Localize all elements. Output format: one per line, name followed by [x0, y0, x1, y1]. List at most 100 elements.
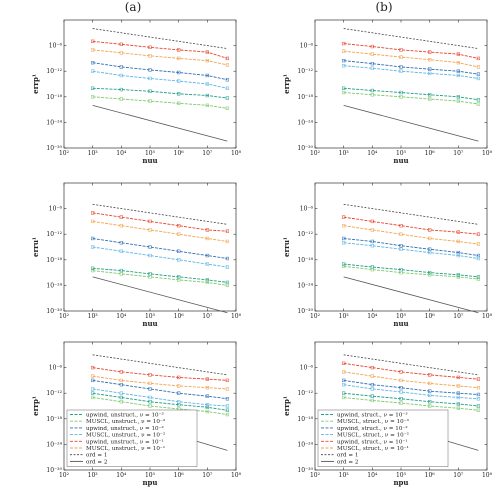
series-upwind_1e3-line	[93, 268, 228, 282]
series-ord1-line	[93, 204, 228, 224]
series-muscl_1e1-line	[344, 372, 479, 388]
legend-label: ord = 1	[86, 453, 107, 459]
legend-label: upwind, struct., ν = 10⁻¹	[337, 438, 408, 445]
series-muscl_1e2-line	[93, 71, 228, 88]
y-tick-label: 10⁻¹⁸	[46, 94, 62, 101]
data-point-upwind_1e3	[477, 405, 480, 408]
data-point-upwind_1e3	[226, 97, 229, 100]
y-tick-label: 10⁻³⁰	[297, 145, 313, 152]
x-tick-label: 10⁷	[453, 313, 464, 320]
x-tick-label: 10³	[339, 150, 350, 157]
y-tick-label: 10⁻¹²	[46, 231, 62, 238]
y-tick-label: 10⁻⁶	[300, 206, 314, 213]
y-tick-label: 10⁻¹⁸	[46, 257, 62, 264]
series-muscl_1e3-line	[344, 266, 479, 279]
y-axis-label: errp¹	[282, 396, 291, 416]
legend-label: MUSCL, struct., ν = 10⁻³	[337, 418, 409, 425]
x-axis-label: nuu	[142, 319, 157, 328]
y-tick-label: 10⁻²⁴	[297, 282, 313, 289]
x-axis-label: npu	[393, 478, 408, 487]
series-upwind_1e3-line	[344, 264, 479, 277]
x-tick-label: 10³	[88, 150, 99, 157]
x-tick-label: 10⁴	[367, 150, 378, 157]
series-ord1-line	[344, 29, 479, 49]
y-tick-label: 10⁻¹²	[297, 390, 313, 397]
data-point-muscl_1e2	[477, 77, 480, 80]
series-muscl_1e1-line	[344, 51, 479, 67]
y-tick-label: 10⁻¹⁸	[297, 257, 313, 264]
y-tick-label: 10⁻³⁰	[297, 308, 313, 315]
y-tick-label: 10⁻⁶	[49, 43, 63, 50]
y-axis-label: erru¹	[31, 237, 40, 257]
panel-top-right: 10² 10³ 10⁴ 10⁵ 10⁶ 10⁷ 10⁸10⁻³⁰10⁻²⁴10⁻¹⁸10⁻¹…	[282, 20, 493, 165]
column-label-a: (a)	[125, 0, 142, 14]
panel-top-left: 10² 10³ 10⁴ 10⁵ 10⁶ 10⁷ 10⁸10⁻³⁰10⁻²⁴10⁻¹⁸10⁻¹…	[31, 20, 242, 165]
y-tick-label: 10⁻³⁰	[46, 467, 62, 474]
y-axis-label: erru¹	[282, 237, 291, 257]
panels: 10² 10³ 10⁴ 10⁵ 10⁶ 10⁷ 10⁸10⁻³⁰10⁻²⁴10⁻¹⁸10⁻¹…	[31, 20, 493, 487]
y-tick-label: 10⁻²⁴	[297, 119, 313, 126]
series-ord1-line	[93, 29, 228, 49]
x-tick-label: 10⁷	[202, 472, 213, 479]
data-point-muscl_1e1	[226, 388, 229, 391]
y-tick-label: 10⁻²⁴	[46, 119, 62, 126]
legend-label: MUSCL, unstruct., ν = 10⁻¹	[86, 445, 165, 452]
series-upwind_1e1-line	[93, 41, 228, 58]
x-tick-label: 10⁴	[116, 150, 127, 157]
x-tick-label: 10⁸	[482, 313, 493, 320]
x-tick-label: 10⁴	[367, 313, 378, 320]
y-tick-label: 10⁻²⁴	[46, 441, 62, 448]
x-tick-label: 10³	[339, 472, 350, 479]
y-tick-label: 10⁻³⁰	[297, 467, 313, 474]
legend-label: upwind, unstruct., ν = 10⁻¹	[86, 438, 164, 445]
legend-label: MUSCL, unstruct., ν = 10⁻³	[86, 418, 165, 425]
legend-label: ord = 1	[337, 453, 358, 459]
legend-label: upwind, unstruct., ν = 10⁻²	[86, 425, 164, 432]
x-tick-label: 10³	[88, 472, 99, 479]
y-tick-label: 10⁻¹²	[46, 68, 62, 75]
y-tick-label: 10⁻³⁰	[46, 145, 62, 152]
x-tick-label: 10⁸	[482, 150, 493, 157]
series-upwind_1e1-line	[93, 368, 228, 381]
series-ord2-line	[93, 105, 228, 141]
series-muscl_1e1-line	[93, 376, 228, 389]
legend-label: upwind, struct., ν = 10⁻²	[337, 425, 408, 432]
y-tick-label: 10⁻¹²	[297, 68, 313, 75]
x-tick-label: 10⁶	[174, 150, 185, 157]
plot-frame	[64, 20, 236, 148]
y-tick-label: 10⁻²⁴	[297, 441, 313, 448]
legend-label: upwind, unstruct., ν = 10⁻³	[86, 412, 164, 419]
series-upwind_1e3-line	[93, 88, 228, 98]
series-ord1-line	[93, 355, 228, 375]
x-tick-label: 10³	[339, 313, 350, 320]
x-tick-label: 10⁸	[231, 150, 242, 157]
y-tick-label: 10⁻¹²	[46, 390, 62, 397]
series-upwind_1e1-line	[344, 363, 479, 379]
y-tick-label: 10⁻¹²	[297, 231, 313, 238]
x-tick-label: 10⁸	[231, 472, 242, 479]
series-ord2-line	[344, 105, 479, 141]
x-tick-label: 10⁷	[453, 150, 464, 157]
legend-label: ord = 2	[337, 459, 359, 465]
series-upwind_1e2-line	[93, 63, 228, 80]
legend-label: MUSCL, struct., ν = 10⁻¹	[337, 445, 409, 452]
x-axis-label: nuu	[393, 319, 408, 328]
panel-bottom-right: 10² 10³ 10⁴ 10⁵ 10⁶ 10⁷ 10⁸10⁻³⁰10⁻²⁴10⁻¹⁸10⁻¹…	[282, 342, 493, 487]
x-tick-label: 10⁸	[231, 313, 242, 320]
panel-bottom-left: 10² 10³ 10⁴ 10⁵ 10⁶ 10⁷ 10⁸ 10⁻³⁰ 10⁻²⁴ 10⁻¹⁸ 10⁻¹…	[31, 342, 242, 487]
x-tick-label: 10⁶	[425, 472, 436, 479]
series-upwind_1e2-line	[93, 380, 228, 398]
x-tick-label: 10⁴	[116, 313, 127, 320]
x-tick-label: 10⁸	[482, 472, 493, 479]
x-tick-label: 10⁴	[367, 472, 378, 479]
series-muscl_1e1-line	[344, 226, 479, 244]
series-ord2-line	[344, 277, 479, 313]
y-tick-label: 10⁻⁶	[300, 365, 314, 372]
x-tick-label: 10⁶	[425, 150, 436, 157]
data-point-upwind_1e1	[226, 379, 229, 382]
data-point-upwind_1e3	[477, 98, 480, 101]
data-point-muscl_1e3	[477, 103, 480, 106]
panel-middle-right: 10² 10³ 10⁴ 10⁵ 10⁶ 10⁷ 10⁸10⁻³⁰10⁻²⁴10⁻¹⁸10⁻¹…	[282, 183, 493, 328]
